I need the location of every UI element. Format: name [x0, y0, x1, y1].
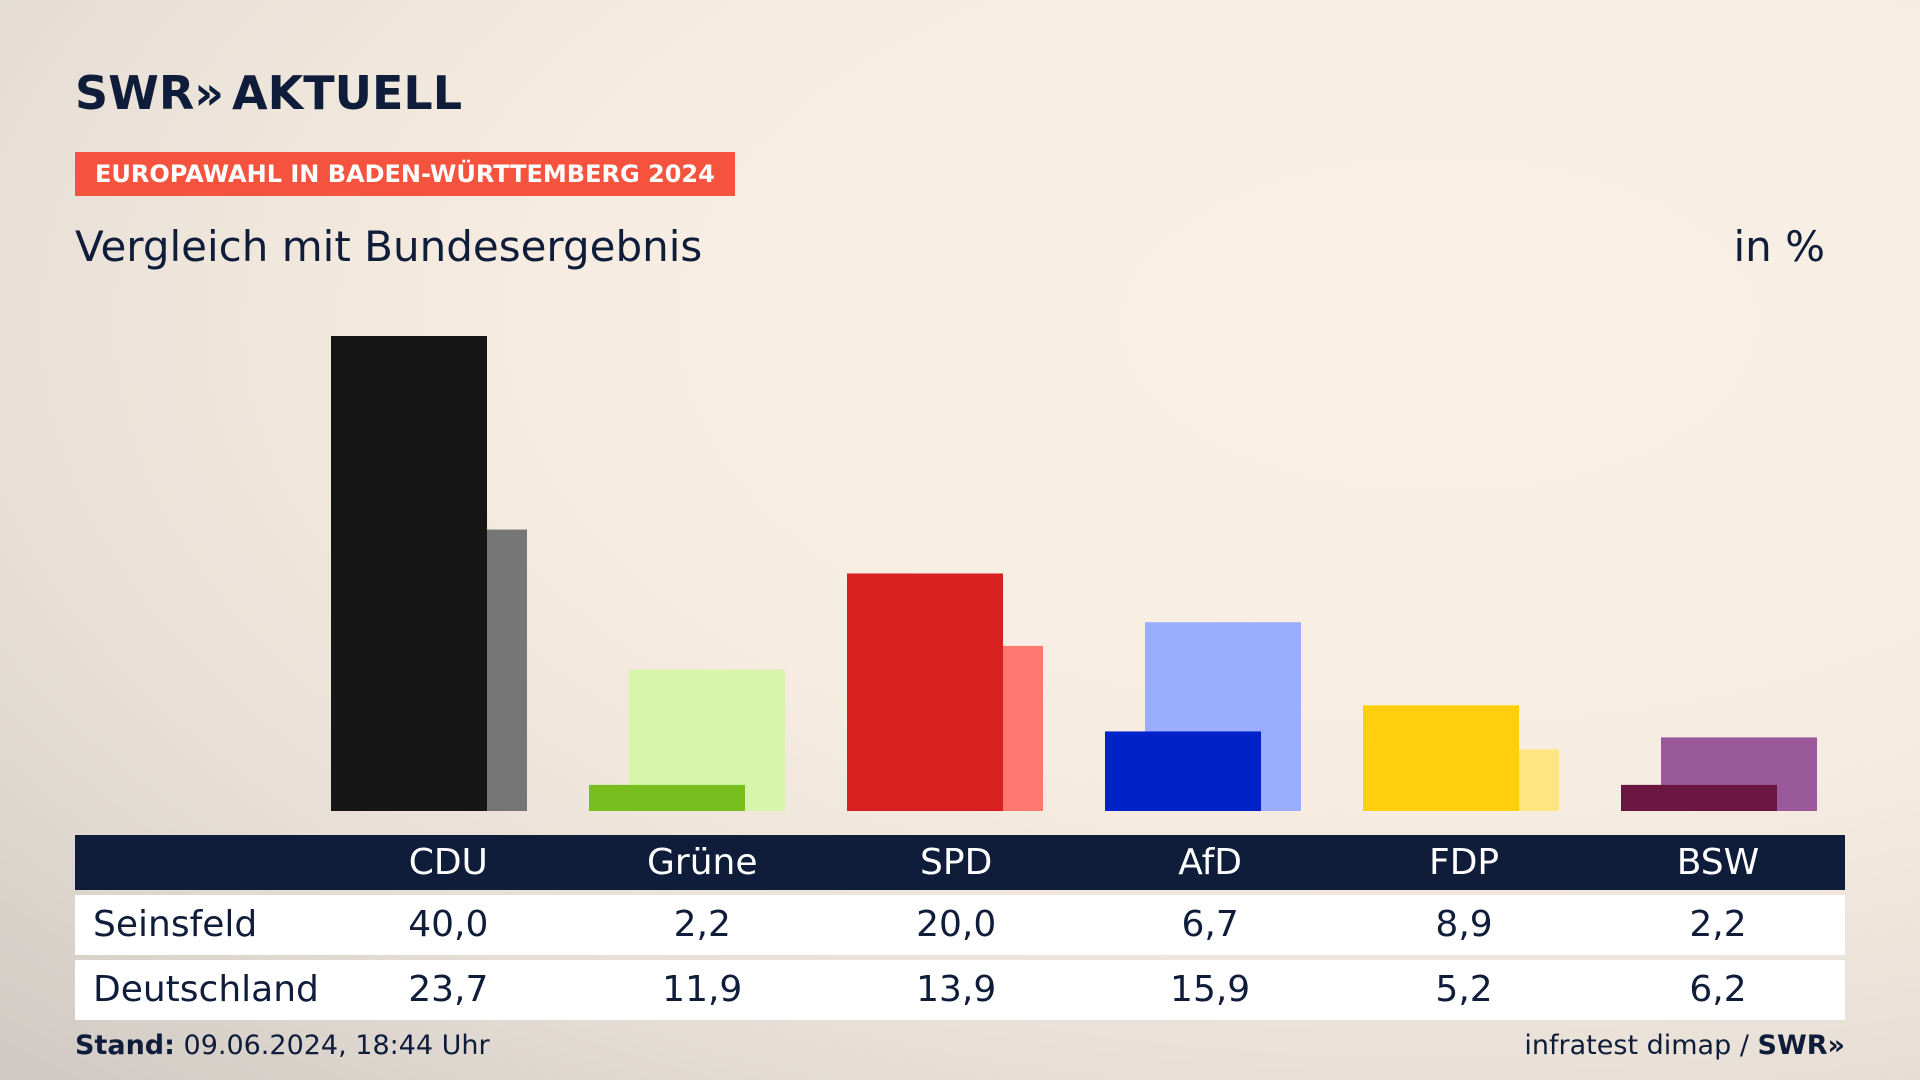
- table-header: CDU Grüne SPD AfD FDP BSW: [75, 835, 1845, 890]
- table-cell: 2,2: [1689, 904, 1747, 945]
- table-cell: 6,7: [1181, 904, 1239, 945]
- row-label: Deutschland: [93, 969, 319, 1010]
- bar-seinsfeld-afd: [1105, 731, 1261, 811]
- results-table: CDU Grüne SPD AfD FDP BSW Seinsfeld 40,0…: [75, 835, 1845, 1020]
- column-header-cdu: CDU: [408, 842, 488, 883]
- table-cell: 6,2: [1689, 969, 1747, 1010]
- unit-label: in %: [1733, 222, 1825, 271]
- table-header-label: [75, 835, 321, 890]
- table-cell: 11,9: [662, 969, 743, 1010]
- table-cell: 23,7: [408, 969, 489, 1010]
- logo-aktuell-text: AKTUELL: [232, 66, 463, 120]
- column-header-bsw: BSW: [1676, 842, 1760, 883]
- stand-label: Stand:: [75, 1030, 175, 1061]
- table-cell: 8,9: [1435, 904, 1493, 945]
- bar-seinsfeld-fdp: [1363, 705, 1519, 811]
- table-cell: 15,9: [1170, 969, 1251, 1010]
- bar-seinsfeld-grüne: [589, 784, 745, 811]
- table-cell: 20,0: [916, 904, 997, 945]
- stand-value: 09.06.2024, 18:44 Uhr: [183, 1030, 490, 1061]
- source-credit: infratest dimap / SWR»: [1524, 1030, 1845, 1061]
- chart-subtitle: Vergleich mit Bundesergebnis: [75, 222, 703, 271]
- bar-seinsfeld-cdu: [331, 336, 487, 811]
- column-header-fdp: FDP: [1428, 842, 1500, 883]
- logo-swr-text: SWR: [75, 66, 195, 120]
- table-cell: 40,0: [408, 904, 489, 945]
- column-header-gruene: Grüne: [647, 842, 758, 883]
- source-text: infratest dimap /: [1524, 1030, 1749, 1061]
- column-header-afd: AfD: [1178, 842, 1242, 883]
- swr-aktuell-logo: SWR» AKTUELL: [75, 66, 462, 120]
- bar-seinsfeld-bsw: [1621, 784, 1777, 811]
- bar-seinsfeld-spd: [847, 573, 1003, 811]
- table-cell: 5,2: [1435, 969, 1493, 1010]
- election-badge: EUROPAWAHL IN BADEN-WÜRTTEMBERG 2024: [75, 152, 735, 196]
- table-cell: 2,2: [673, 904, 731, 945]
- bar-chart: [331, 336, 1817, 811]
- column-header-spd: SPD: [920, 842, 993, 883]
- row-label: Seinsfeld: [93, 904, 258, 945]
- table-row-deutschland: Deutschland 23,7 11,9 13,9 15,9 5,2 6,2: [75, 960, 1845, 1020]
- table-row-seinsfeld: Seinsfeld 40,0 2,2 20,0 6,7 8,9 2,2: [75, 895, 1845, 955]
- swr-footer-logo: SWR»: [1757, 1030, 1845, 1061]
- timestamp: Stand: 09.06.2024, 18:44 Uhr: [75, 1030, 490, 1061]
- table-cell: 13,9: [916, 969, 997, 1010]
